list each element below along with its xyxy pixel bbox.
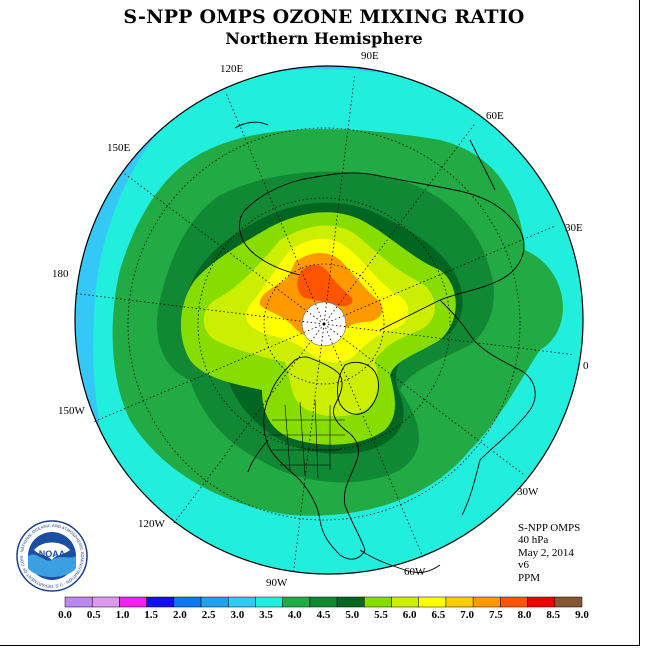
graticule (75, 75, 573, 573)
meridian-line (323, 225, 555, 325)
eurasia-outline (239, 172, 525, 331)
colorbar-swatch (146, 596, 175, 608)
meridian-line (323, 323, 573, 355)
colorbar-tick-label: 4.0 (288, 609, 302, 621)
meridian-line (93, 323, 325, 423)
info-date: May 2, 2014 (518, 546, 574, 559)
meridian-line (293, 323, 325, 573)
chart-title: S-NPP OMPS OZONE MIXING RATIO (123, 6, 525, 28)
japan-outline (234, 121, 269, 129)
lon-label-150e: 150E (107, 142, 131, 154)
lon-label-90e: 90E (361, 50, 379, 62)
colorbar-tick-label: 2.5 (202, 609, 216, 621)
europe-africa-outline (439, 299, 536, 461)
colorbar-tick-label: 2.0 (173, 609, 187, 621)
west-coast-outline (247, 439, 269, 473)
latitude-circle-mid (197, 197, 451, 451)
africa-coast-outline (461, 459, 481, 516)
colorbar-tick-labels: 0.0 0.5 1.0 1.5 2.0 2.5 3.0 3.5 4.0 4.5 5.0 5.5 6.0 6… (58, 609, 589, 621)
central-america-outline (359, 549, 441, 573)
latitude-circle-inner (263, 263, 385, 385)
colorbar-swatch (200, 596, 229, 608)
colorbar-tick-label: 0.5 (87, 609, 101, 621)
lon-label-30w: 30W (517, 486, 539, 498)
colorbar-tick-label: 8.0 (518, 609, 532, 621)
colorbar-swatch (336, 596, 365, 608)
colorbar-tick-label: 5.0 (345, 609, 359, 621)
info-instrument: S-NPP OMPS (518, 522, 581, 534)
meridian-line (323, 323, 524, 475)
info-units: PPM (518, 571, 541, 584)
colorbar-swatch (445, 596, 474, 608)
colorbar-tick-label: 5.5 (374, 609, 388, 621)
colorbar-tick-label: 6.0 (403, 609, 417, 621)
lon-label-120e: 120E (220, 63, 244, 75)
info-block: S-NPP OMPS 40 hPa May 2, 2014 v6 PPM (518, 522, 580, 584)
lon-label-60e: 60E (486, 110, 504, 122)
lon-label-90w: 90W (266, 577, 288, 589)
colorbar-swatch (418, 596, 447, 608)
colorbar-tick-label: 3.5 (259, 609, 273, 621)
colorbar-swatch (391, 596, 419, 608)
colorbar-swatch (472, 596, 501, 608)
colorbar-swatch (119, 596, 147, 608)
colorbar-swatch (309, 596, 338, 608)
meridian-line (323, 323, 423, 555)
colorbar-tick-label: 7.0 (460, 609, 474, 621)
meridian-line (323, 75, 355, 325)
meridian-line (323, 124, 475, 325)
lon-label-150w: 150W (58, 405, 85, 417)
chart-subtitle: Northern Hemisphere (225, 29, 423, 48)
colorbar-tick-label: 9.0 (575, 609, 589, 621)
lon-label-60w: 60W (404, 566, 426, 578)
colorbar-tick-label: 1.0 (116, 609, 130, 621)
meridian-line (173, 323, 325, 524)
colorbar-swatch (364, 596, 392, 608)
meridian-line (75, 293, 325, 325)
map-boundary-circle (74, 65, 584, 575)
colorbar-swatch (527, 596, 556, 608)
latitude-circle-outer (127, 127, 521, 521)
colorbar-swatches (64, 596, 583, 608)
colorbar-swatch (91, 596, 120, 608)
colorbar-tick-label: 3.0 (230, 609, 244, 621)
colorbar-swatch (64, 596, 93, 608)
colorbar-tick-label: 1.5 (144, 609, 158, 621)
colorbar-tick-label: 7.5 (489, 609, 503, 621)
lon-label-120w: 120W (138, 518, 165, 530)
noaa-logo: NOAA NATIONAL OCEANIC AND ATMOSPHERIC AD… (16, 520, 88, 592)
lon-label-0: 0 (583, 360, 589, 372)
india-outline (469, 139, 496, 191)
colorbar-swatch (282, 596, 311, 608)
colorbar-tick-label: 4.5 (317, 609, 331, 621)
colorbar-swatch (173, 596, 202, 608)
lon-label-180: 180 (52, 268, 69, 280)
north-america-outline (263, 356, 366, 560)
continents-outline (234, 121, 536, 573)
info-pressure: 40 hPa (518, 534, 549, 547)
greenland-outline (337, 361, 379, 415)
colorbar-swatch (554, 596, 583, 608)
meridian-lines (75, 75, 573, 573)
colorbar-tick-label: 6.5 (432, 609, 446, 621)
field-red-orange-core (297, 264, 353, 307)
colorbar-swatch (255, 596, 283, 608)
colorbar-swatch (228, 596, 256, 608)
noaa-logo-text: NOAA (39, 549, 66, 559)
colorbar-tick-label: 0.0 (58, 609, 72, 621)
us-state-lines (268, 399, 345, 479)
lon-label-30e: 30E (565, 222, 583, 234)
info-version: v6 (518, 559, 529, 572)
meridian-line (225, 93, 325, 325)
colorbar-tick-label: 8.5 (546, 609, 560, 621)
colorbar-swatch (500, 596, 528, 608)
ozone-field (75, 66, 583, 574)
meridian-line (124, 173, 325, 325)
